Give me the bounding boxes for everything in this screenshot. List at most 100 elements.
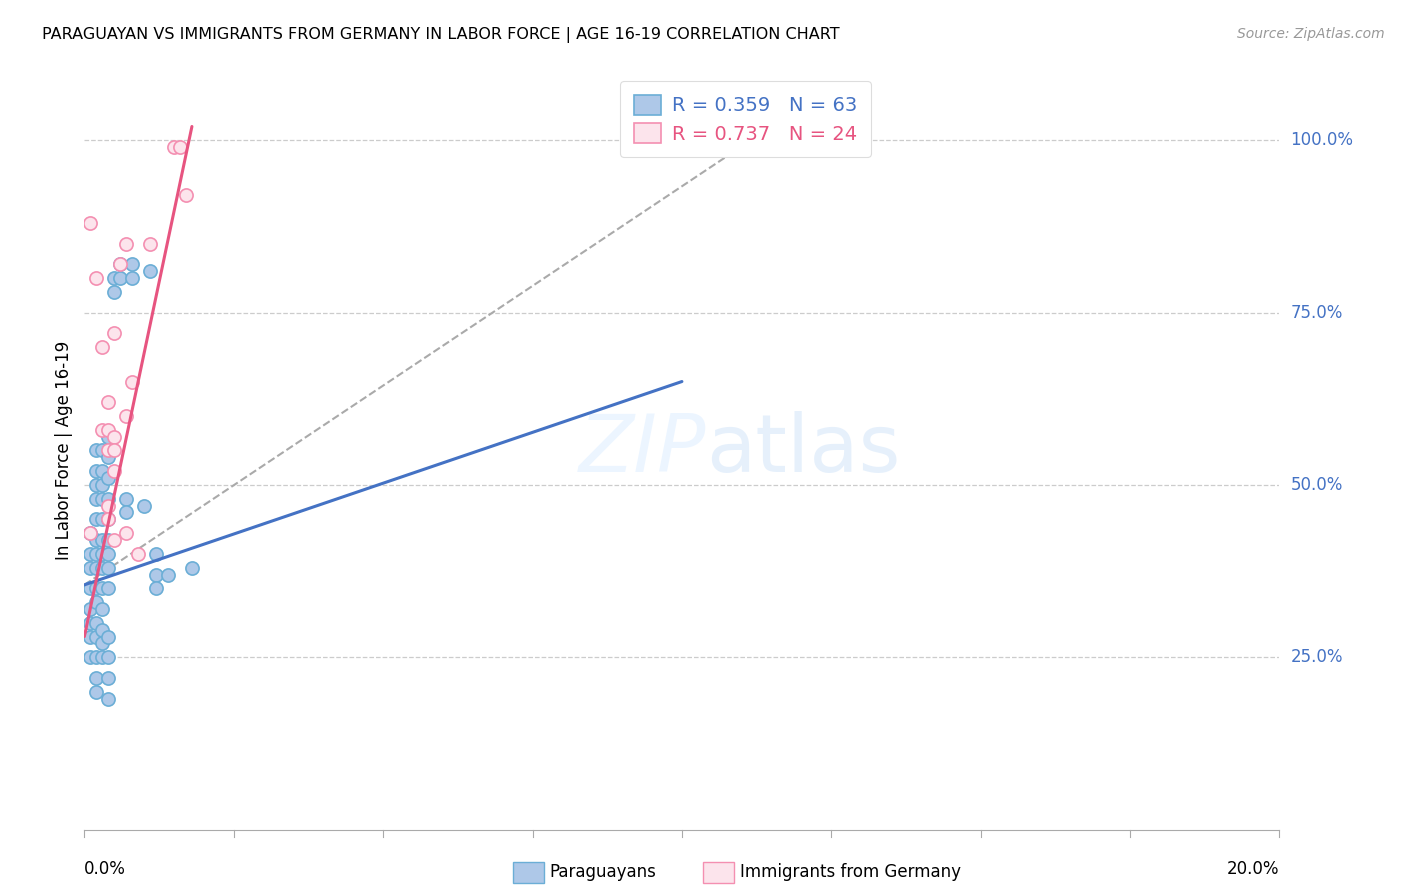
Point [127, 547, 149, 561]
Point [103, 443, 125, 458]
Point [97, 423, 120, 437]
Point [97, 630, 120, 644]
Point [115, 491, 138, 506]
Point [86, 271, 108, 285]
Point [139, 236, 162, 251]
Point [79, 547, 101, 561]
Point [91, 443, 114, 458]
Point [86, 582, 108, 596]
Point [91, 478, 114, 492]
Point [181, 560, 204, 574]
Point [157, 567, 180, 582]
Text: 25.0%: 25.0% [1291, 648, 1343, 666]
Point [91, 340, 114, 354]
Point [86, 533, 108, 547]
Point [91, 650, 114, 665]
Point [86, 595, 108, 609]
Point [79, 615, 101, 630]
Point [97, 547, 120, 561]
Point [86, 547, 108, 561]
Bar [703, 862, 734, 883]
Point [86, 630, 108, 644]
Point [91, 602, 114, 616]
Point [97, 450, 120, 465]
Text: 75.0%: 75.0% [1291, 303, 1343, 322]
Point [174, 188, 197, 202]
Point [91, 512, 114, 526]
Text: PARAGUAYAN VS IMMIGRANTS FROM GERMANY IN LABOR FORCE | AGE 16-19 CORRELATION CHA: PARAGUAYAN VS IMMIGRANTS FROM GERMANY IN… [42, 27, 839, 43]
Point [163, 140, 186, 154]
Text: Immigrants from Germany: Immigrants from Germany [740, 863, 960, 881]
Point [86, 443, 108, 458]
Point [103, 326, 125, 341]
Point [169, 140, 191, 154]
Point [115, 526, 138, 541]
Point [97, 671, 120, 685]
Legend: R = 0.359   N = 63, R = 0.737   N = 24: R = 0.359 N = 63, R = 0.737 N = 24 [620, 81, 872, 157]
Point [79, 582, 101, 596]
Point [91, 491, 114, 506]
Bar [513, 862, 544, 883]
Point [97, 471, 120, 485]
Text: atlas: atlas [706, 411, 900, 490]
Point [86, 671, 108, 685]
Text: ZIP: ZIP [578, 411, 706, 490]
Point [121, 257, 143, 271]
Point [79, 216, 101, 230]
Point [115, 506, 138, 520]
Point [79, 526, 101, 541]
Point [97, 499, 120, 513]
Text: Paraguayans: Paraguayans [550, 863, 657, 881]
Point [97, 395, 120, 409]
Point [86, 684, 108, 698]
Point [121, 375, 143, 389]
Point [79, 650, 101, 665]
Point [97, 443, 120, 458]
Text: 100.0%: 100.0% [1291, 131, 1354, 149]
Point [145, 567, 167, 582]
Point [91, 636, 114, 650]
Point [115, 236, 138, 251]
Point [110, 257, 132, 271]
Point [91, 423, 114, 437]
Point [110, 257, 132, 271]
Point [86, 560, 108, 574]
Point [641, 140, 664, 154]
Point [91, 582, 114, 596]
Point [97, 512, 120, 526]
Point [115, 409, 138, 423]
Point [103, 464, 125, 478]
Point [145, 582, 167, 596]
Point [139, 264, 162, 278]
Point [79, 602, 101, 616]
Point [79, 526, 101, 541]
Point [97, 650, 120, 665]
Point [97, 560, 120, 574]
Point [97, 491, 120, 506]
Point [145, 547, 167, 561]
Point [91, 623, 114, 637]
Point [121, 271, 143, 285]
Point [86, 650, 108, 665]
Point [97, 512, 120, 526]
Point [91, 464, 114, 478]
Point [91, 547, 114, 561]
Point [97, 430, 120, 444]
Point [132, 499, 156, 513]
Point [103, 430, 125, 444]
Point [86, 464, 108, 478]
Point [103, 271, 125, 285]
Text: 50.0%: 50.0% [1291, 476, 1343, 494]
Text: 20.0%: 20.0% [1227, 860, 1279, 878]
Point [97, 582, 120, 596]
Point [86, 615, 108, 630]
Text: 0.0%: 0.0% [84, 860, 127, 878]
Point [86, 478, 108, 492]
Text: Source: ZipAtlas.com: Source: ZipAtlas.com [1237, 27, 1385, 41]
Point [97, 691, 120, 706]
Point [91, 560, 114, 574]
Point [79, 630, 101, 644]
Point [110, 271, 132, 285]
Point [86, 512, 108, 526]
Y-axis label: In Labor Force | Age 16-19: In Labor Force | Age 16-19 [55, 341, 73, 560]
